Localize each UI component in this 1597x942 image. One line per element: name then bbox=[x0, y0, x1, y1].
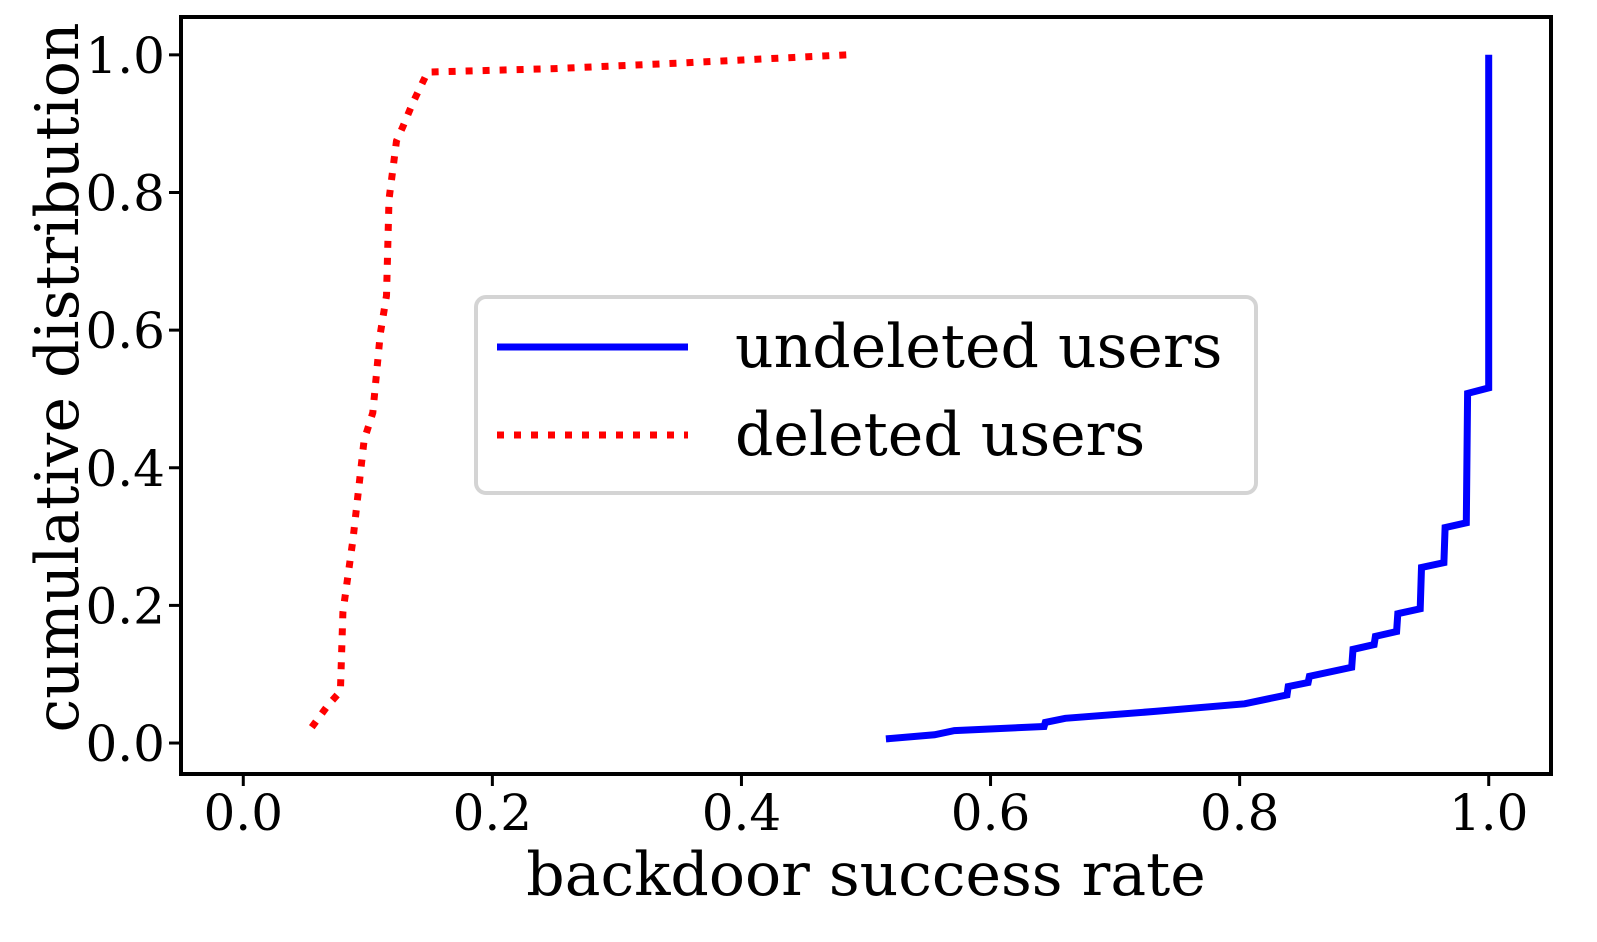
x-axis-label: backdoor success rate bbox=[526, 840, 1205, 910]
series-line-undeleted-users bbox=[885, 54, 1493, 743]
y-tick-label: 0.6 bbox=[85, 302, 165, 360]
series-line-deleted-users bbox=[308, 51, 848, 730]
x-tick-label: 0.0 bbox=[204, 784, 284, 842]
y-axis-ticks: 0.0 0.2 0.4 0.6 0.8 1.0 bbox=[85, 27, 181, 773]
y-axis-label: cumulative distribution bbox=[23, 22, 93, 732]
x-axis-ticks: 0.0 0.2 0.4 0.6 0.8 1.0 bbox=[204, 774, 1529, 842]
legend-label-undeleted-users: undeleted users bbox=[735, 312, 1222, 382]
y-tick-label: 1.0 bbox=[85, 27, 165, 85]
series-group bbox=[308, 51, 1493, 743]
x-tick-label: 0.4 bbox=[702, 784, 782, 842]
x-tick-label: 0.2 bbox=[453, 784, 533, 842]
legend: undeleted users deleted users bbox=[474, 295, 1258, 495]
y-tick-label: 0.2 bbox=[85, 577, 165, 635]
x-tick-label: 1.0 bbox=[1449, 784, 1529, 842]
y-tick-label: 0.4 bbox=[85, 440, 165, 498]
x-tick-label: 0.8 bbox=[1200, 784, 1280, 842]
y-tick-label: 0.0 bbox=[85, 715, 165, 773]
y-tick-label: 0.8 bbox=[85, 164, 165, 222]
plot-frame bbox=[179, 15, 1553, 776]
legend-label-deleted-users: deleted users bbox=[735, 400, 1145, 470]
x-tick-label: 0.6 bbox=[951, 784, 1031, 842]
